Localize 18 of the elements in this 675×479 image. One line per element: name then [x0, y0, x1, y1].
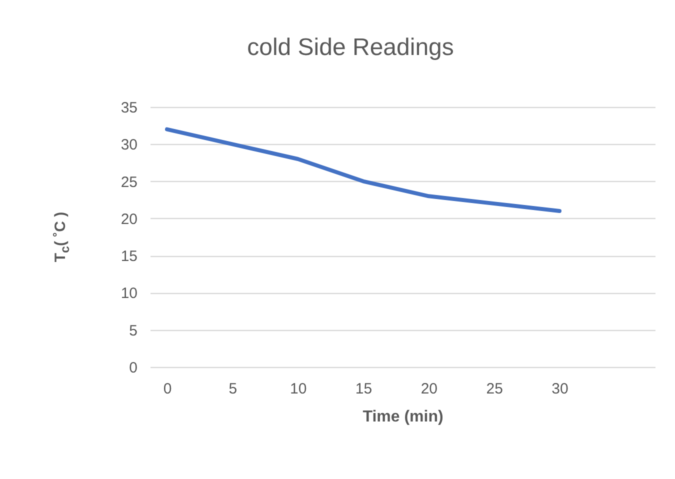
x-tick-label: 30	[552, 380, 568, 398]
x-axis-title: Time (min)	[362, 408, 444, 426]
x-tick-label: 5	[228, 380, 238, 398]
y-tick-label: 0	[129, 360, 138, 376]
line-series	[165, 127, 562, 213]
y-tick-label: 35	[120, 100, 138, 116]
chart-title: cold Side Readings	[247, 34, 454, 61]
y-tick-label: 15	[120, 248, 138, 266]
y-tick-label: 20	[120, 210, 138, 228]
x-tick-label: 10	[290, 380, 307, 398]
y-tick-label: 5	[129, 322, 138, 340]
y-tick-label: 10	[120, 285, 138, 302]
y-tick-label: 25	[120, 174, 138, 191]
y-tick-label: 30	[120, 136, 138, 154]
x-tick-label: 15	[355, 380, 372, 398]
x-tick-label: 25	[486, 380, 503, 398]
x-tick-label: 20	[420, 380, 438, 398]
x-tick-label: 0	[163, 380, 172, 398]
